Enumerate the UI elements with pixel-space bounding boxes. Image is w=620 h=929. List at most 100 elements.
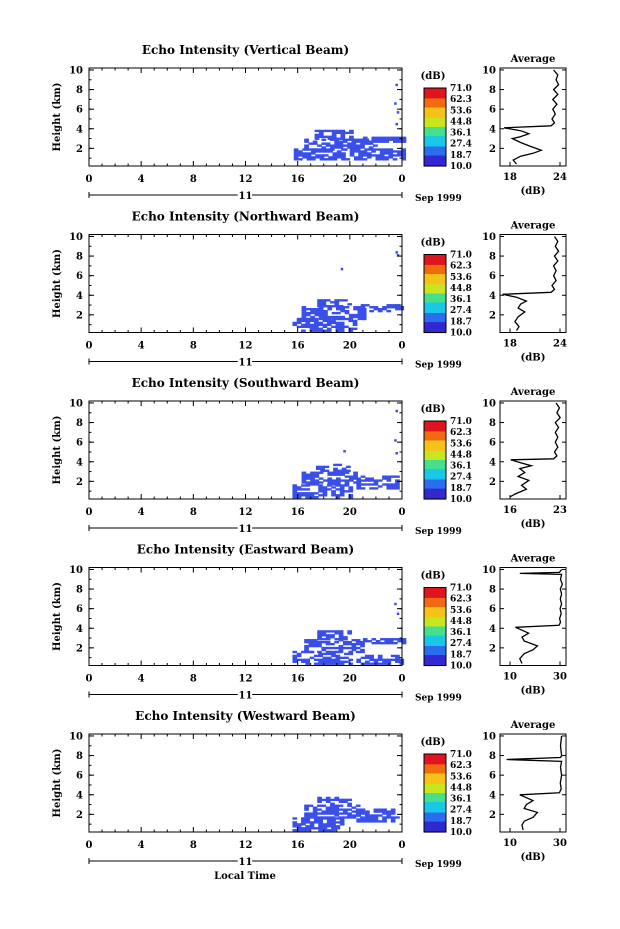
x-tick-label: 8 bbox=[190, 674, 197, 685]
echo-cell bbox=[292, 825, 298, 828]
echo-cell bbox=[330, 798, 335, 802]
echo-cell bbox=[326, 829, 332, 832]
echo-cell bbox=[318, 133, 324, 137]
echo-cell bbox=[341, 467, 347, 470]
colorbar-segment bbox=[424, 134, 446, 137]
average-title: Average bbox=[510, 387, 556, 398]
echo-cell bbox=[351, 644, 357, 648]
echo-cell bbox=[331, 819, 336, 822]
echo-cell bbox=[301, 492, 306, 495]
y-axis-label: Height (km) bbox=[52, 749, 63, 818]
echo-cell bbox=[360, 641, 365, 644]
colorbar-segment bbox=[424, 458, 446, 461]
echo-cell bbox=[340, 129, 346, 133]
colorbar-segment bbox=[424, 142, 446, 145]
echo-cell bbox=[331, 821, 336, 824]
colorbar-segment bbox=[424, 638, 446, 641]
echo-cell bbox=[347, 142, 352, 145]
echo-cell bbox=[322, 662, 328, 665]
echo-cell bbox=[347, 632, 353, 635]
colorbar-segment bbox=[424, 426, 446, 429]
echo-cell bbox=[344, 490, 349, 493]
colorbar-segment bbox=[424, 770, 446, 773]
echo-cell bbox=[351, 148, 357, 151]
echo-cell bbox=[339, 484, 345, 487]
colorbar-segment bbox=[424, 768, 446, 771]
echo-cell bbox=[322, 323, 328, 327]
colorbar-segment bbox=[424, 655, 446, 657]
echo-cell bbox=[318, 494, 323, 497]
echo-cell bbox=[360, 818, 366, 821]
echo-cell bbox=[298, 152, 303, 155]
colorbar-segment bbox=[424, 605, 446, 608]
echo-cell bbox=[310, 477, 315, 480]
colorbar-segment bbox=[424, 478, 446, 481]
colorbar-unit: (dB) bbox=[421, 737, 446, 748]
echo-cell bbox=[358, 150, 364, 153]
colorbar-segment bbox=[424, 772, 446, 775]
echo-cell bbox=[344, 660, 349, 663]
echo-cell bbox=[340, 471, 346, 474]
echo-cell bbox=[362, 152, 368, 155]
echo-cell bbox=[293, 158, 299, 161]
echo-cell bbox=[401, 140, 407, 143]
echo-cell bbox=[354, 156, 359, 159]
echo-cell bbox=[362, 640, 368, 643]
echo-cell bbox=[390, 808, 396, 811]
x-tick-label: 0 bbox=[399, 507, 406, 518]
colorbar-segment bbox=[424, 616, 446, 618]
echo-cell bbox=[338, 634, 344, 637]
colorbar-segment bbox=[424, 303, 446, 306]
echo-cell bbox=[317, 299, 322, 302]
echo-cell bbox=[304, 146, 309, 149]
echo-cell bbox=[371, 136, 377, 139]
y-tick-label: 6 bbox=[76, 771, 83, 782]
echo-cell bbox=[325, 305, 331, 308]
day-label: 11 bbox=[239, 191, 253, 202]
colorbar-level: 36.1 bbox=[450, 795, 472, 805]
echo-cell bbox=[335, 656, 341, 660]
echo-cell bbox=[321, 303, 327, 306]
echo-cell bbox=[360, 656, 366, 660]
echo-cell bbox=[325, 796, 331, 800]
colorbar-segment bbox=[424, 803, 446, 806]
echo-cell bbox=[317, 634, 322, 637]
day-label: 11 bbox=[239, 524, 253, 535]
avg-x-label: (dB) bbox=[521, 186, 546, 197]
y-tick-label: 4 bbox=[76, 457, 83, 468]
echo-cell bbox=[361, 309, 367, 313]
echo-cell bbox=[388, 156, 394, 159]
echo-cell bbox=[388, 640, 394, 643]
echo-cell bbox=[340, 479, 346, 482]
echo-cell bbox=[356, 814, 362, 817]
colorbar-segment bbox=[424, 125, 446, 128]
echo-cell bbox=[395, 656, 400, 660]
colorbar-segment bbox=[424, 791, 446, 794]
colorbar-segment bbox=[424, 465, 446, 468]
avg-x-label: (dB) bbox=[521, 519, 546, 530]
colorbar-segment bbox=[424, 95, 446, 98]
echo-cell bbox=[309, 327, 315, 330]
echo-cell bbox=[356, 481, 362, 484]
echo-cell bbox=[293, 148, 299, 151]
colorbar-segment bbox=[424, 263, 446, 266]
echo-cell bbox=[362, 140, 368, 143]
echo-cell bbox=[348, 329, 354, 332]
colorbar-segment bbox=[424, 124, 446, 127]
y-tick-label: 8 bbox=[76, 585, 83, 596]
echo-cell bbox=[331, 654, 336, 658]
echo-cell bbox=[301, 829, 306, 832]
avg-x-tick-label: 16 bbox=[503, 505, 517, 516]
echo-cell bbox=[310, 158, 316, 161]
echo-cell bbox=[312, 810, 318, 813]
echo-cell bbox=[390, 818, 396, 821]
echo-cell bbox=[318, 662, 323, 665]
echo-cell bbox=[339, 486, 345, 489]
colorbar-segment bbox=[424, 627, 446, 630]
colorbar-segment bbox=[424, 127, 446, 129]
colorbar-segment bbox=[424, 462, 446, 465]
echo-cell bbox=[336, 483, 341, 486]
colorbar-segment bbox=[424, 329, 446, 332]
panel-1: Echo Intensity (Northward Beam) Height (k… bbox=[52, 210, 567, 371]
echo-cell bbox=[355, 639, 361, 642]
